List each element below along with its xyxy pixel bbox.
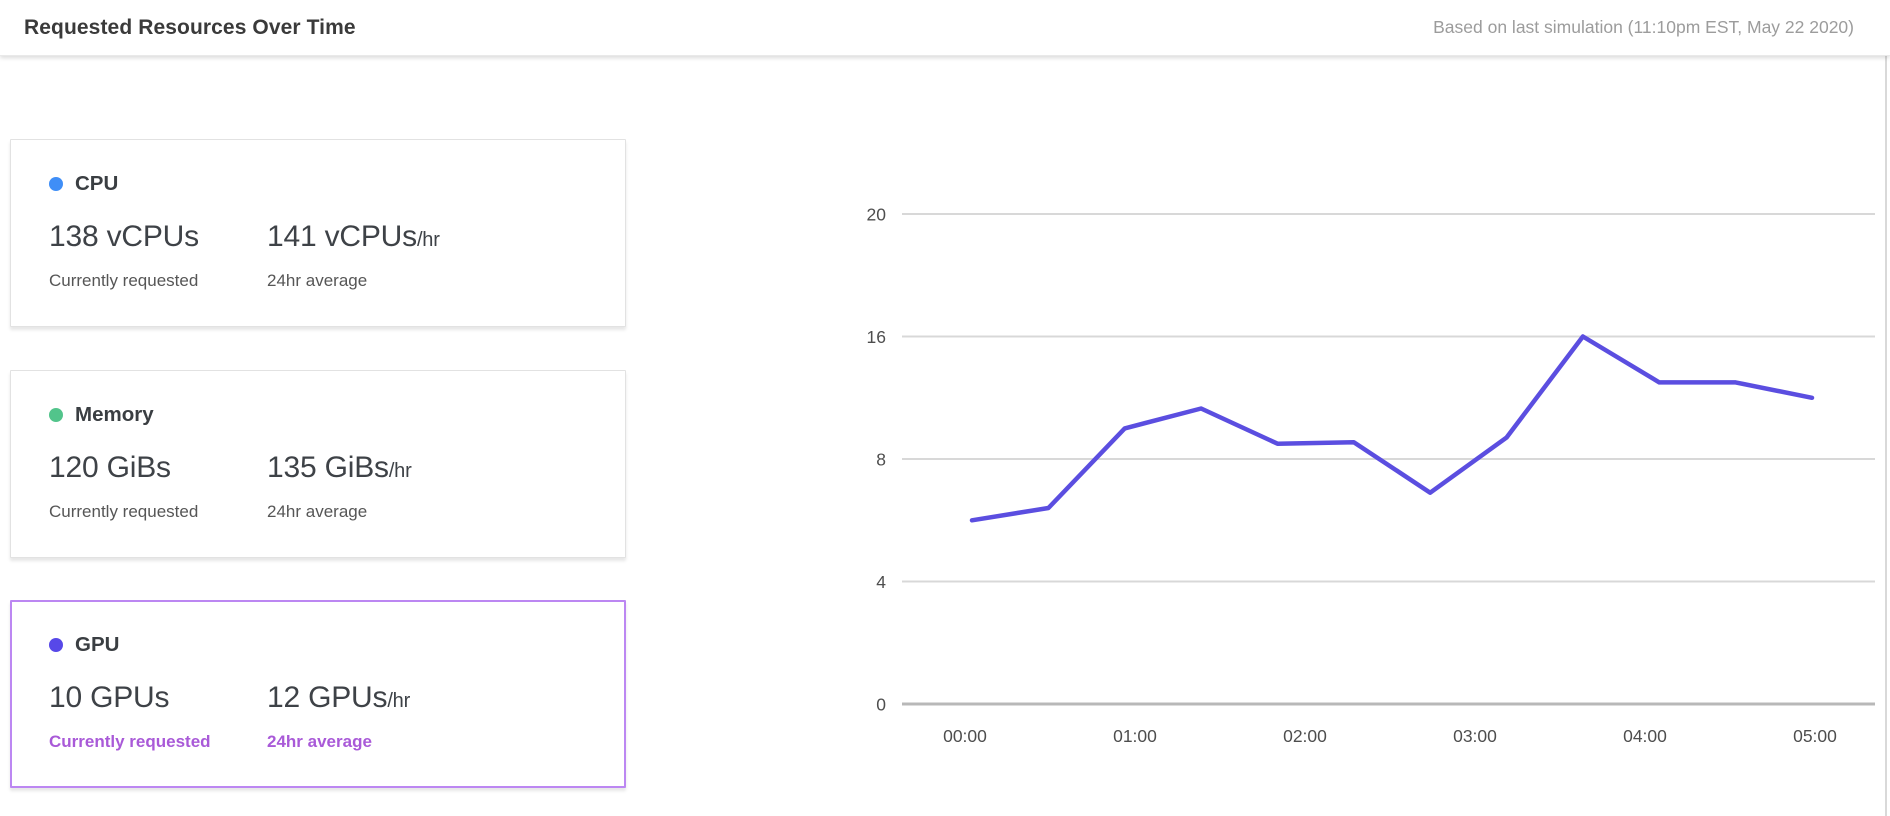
cpu-average-caption: 24hr average: [267, 271, 368, 290]
memory-current-column: 120 GiBs Currently requested: [49, 451, 267, 522]
gpu-legend-dot-icon: [49, 638, 63, 652]
svg-text:20: 20: [867, 205, 887, 225]
memory-card-label: Memory: [75, 403, 154, 426]
cpu-card-header: CPU: [49, 172, 605, 196]
svg-text:05:00: 05:00: [1793, 726, 1837, 746]
svg-text:0: 0: [876, 695, 886, 715]
gpu-current-value: 10 GPUs: [49, 681, 170, 714]
cpu-average-suffix: /hr: [416, 229, 440, 251]
simulation-timestamp: Based on last simulation (11:10pm EST, M…: [1433, 17, 1854, 37]
gpu-card-header: GPU: [49, 633, 604, 657]
cpu-card-label: CPU: [75, 172, 119, 195]
memory-card-header: Memory: [49, 403, 605, 427]
svg-text:02:00: 02:00: [1283, 726, 1327, 746]
cpu-average-value: 141 vCPUs/hr: [267, 220, 440, 253]
panel-title: Requested Resources Over Time: [24, 16, 356, 39]
memory-current-caption: Currently requested: [49, 502, 199, 521]
svg-text:16: 16: [867, 327, 886, 347]
memory-current-value: 120 GiBs: [49, 451, 171, 484]
cpu-current-column: 138 vCPUs Currently requested: [49, 220, 267, 291]
svg-text:03:00: 03:00: [1453, 726, 1497, 746]
svg-text:4: 4: [876, 572, 886, 592]
memory-average-value: 135 GiBs/hr: [267, 451, 412, 484]
panel-header: Requested Resources Over Time Based on l…: [0, 0, 1890, 56]
memory-average-caption: 24hr average: [267, 502, 368, 521]
window-edge-divider: [1885, 55, 1887, 816]
gpu-average-suffix: /hr: [387, 690, 411, 712]
memory-average-column: 135 GiBs/hr 24hr average: [267, 451, 605, 522]
svg-text:8: 8: [876, 450, 886, 470]
gpu-average-value: 12 GPUs/hr: [267, 681, 411, 714]
cpu-average-column: 141 vCPUs/hr 24hr average: [267, 220, 605, 291]
gpu-current-column: 10 GPUs Currently requested: [49, 681, 267, 752]
cpu-legend-dot-icon: [49, 177, 63, 191]
gpu-card-label: GPU: [75, 633, 120, 656]
cpu-current-caption: Currently requested: [49, 271, 199, 290]
memory-card-values: 120 GiBs Currently requested 135 GiBs/hr…: [49, 451, 605, 522]
cpu-card-values: 138 vCPUs Currently requested 141 vCPUs/…: [49, 220, 605, 291]
svg-text:04:00: 04:00: [1623, 726, 1667, 746]
metric-card-gpu[interactable]: GPU 10 GPUs Currently requested 12 GPUs/…: [10, 600, 626, 788]
svg-text:00:00: 00:00: [943, 726, 987, 746]
svg-text:01:00: 01:00: [1113, 726, 1157, 746]
memory-legend-dot-icon: [49, 408, 63, 422]
metric-card-cpu[interactable]: CPU 138 vCPUs Currently requested 141 vC…: [10, 139, 626, 327]
gpu-average-caption: 24hr average: [267, 732, 372, 751]
memory-average-suffix: /hr: [388, 460, 412, 482]
cpu-current-value: 138 vCPUs: [49, 220, 199, 253]
gpu-average-column: 12 GPUs/hr 24hr average: [267, 681, 604, 752]
metric-card-memory[interactable]: Memory 120 GiBs Currently requested 135 …: [10, 370, 626, 558]
gpu-card-values: 10 GPUs Currently requested 12 GPUs/hr 2…: [49, 681, 604, 752]
gpu-current-caption: Currently requested: [49, 732, 211, 751]
